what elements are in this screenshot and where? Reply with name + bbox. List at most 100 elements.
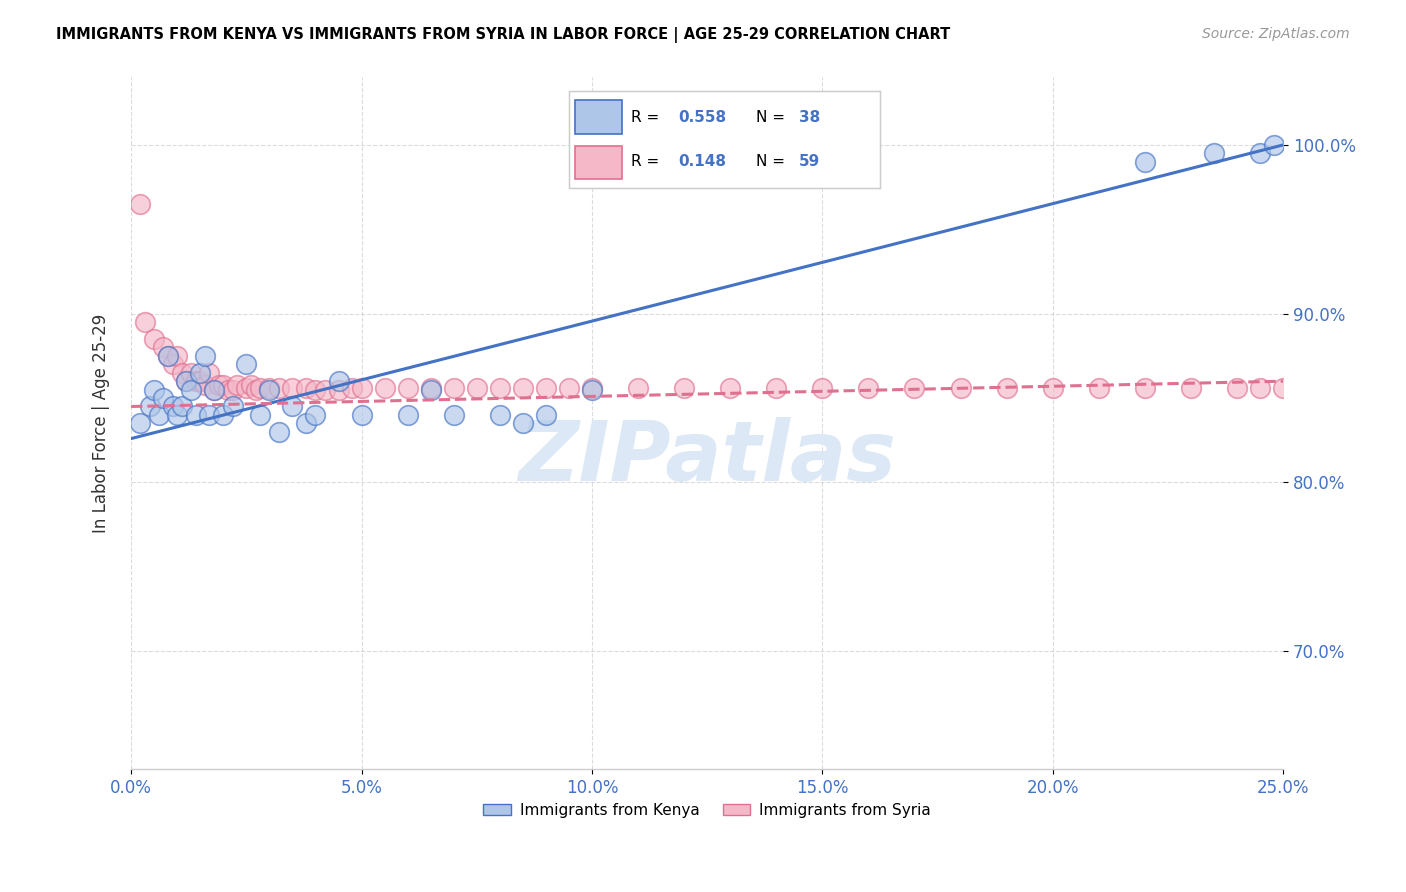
- Point: [202, 383, 225, 397]
- Point: [152, 341, 174, 355]
- Point: [488, 408, 510, 422]
- Point: [328, 374, 350, 388]
- Point: [249, 381, 271, 395]
- Point: [198, 366, 221, 380]
- Point: [198, 408, 221, 422]
- Point: [239, 377, 262, 392]
- Point: [1272, 381, 1295, 395]
- Point: [718, 381, 741, 395]
- Point: [465, 381, 488, 395]
- Legend: Immigrants from Kenya, Immigrants from Syria: Immigrants from Kenya, Immigrants from S…: [477, 797, 938, 824]
- Point: [176, 374, 198, 388]
- Point: [534, 408, 557, 422]
- Point: [157, 349, 180, 363]
- Point: [581, 383, 603, 397]
- Point: [419, 381, 441, 395]
- Point: [1133, 154, 1156, 169]
- Point: [170, 400, 193, 414]
- Point: [235, 357, 257, 371]
- Point: [488, 381, 510, 395]
- Point: [512, 417, 534, 431]
- Point: [208, 377, 231, 392]
- Point: [143, 332, 166, 346]
- Text: IMMIGRANTS FROM KENYA VS IMMIGRANTS FROM SYRIA IN LABOR FORCE | AGE 25-29 CORREL: IMMIGRANTS FROM KENYA VS IMMIGRANTS FROM…: [56, 27, 950, 43]
- Point: [396, 408, 419, 422]
- Point: [259, 381, 281, 395]
- Text: Source: ZipAtlas.com: Source: ZipAtlas.com: [1202, 27, 1350, 41]
- Point: [267, 425, 290, 439]
- Point: [166, 349, 188, 363]
- Point: [184, 408, 207, 422]
- Point: [673, 381, 696, 395]
- Point: [162, 357, 184, 371]
- Point: [949, 381, 972, 395]
- Y-axis label: In Labor Force | Age 25-29: In Labor Force | Age 25-29: [93, 314, 110, 533]
- Point: [259, 383, 281, 397]
- Point: [245, 383, 267, 397]
- Point: [166, 408, 188, 422]
- Point: [180, 366, 202, 380]
- Point: [443, 381, 465, 395]
- Point: [995, 381, 1018, 395]
- Point: [903, 381, 925, 395]
- Point: [1226, 381, 1249, 395]
- Point: [134, 315, 156, 329]
- Point: [581, 381, 603, 395]
- Point: [249, 408, 271, 422]
- Point: [419, 383, 441, 397]
- Point: [281, 381, 304, 395]
- Point: [1042, 381, 1064, 395]
- Point: [212, 377, 235, 392]
- Point: [350, 381, 373, 395]
- Point: [221, 400, 243, 414]
- Point: [188, 366, 211, 380]
- Point: [281, 400, 304, 414]
- Point: [295, 417, 318, 431]
- Point: [1133, 381, 1156, 395]
- Point: [212, 408, 235, 422]
- Point: [226, 377, 249, 392]
- Point: [162, 400, 184, 414]
- Point: [811, 381, 834, 395]
- Point: [1263, 137, 1285, 152]
- Point: [396, 381, 419, 395]
- Point: [342, 381, 364, 395]
- Point: [152, 391, 174, 405]
- Point: [295, 381, 318, 395]
- Point: [858, 381, 880, 395]
- Text: ZIPatlas: ZIPatlas: [519, 417, 896, 499]
- Point: [443, 408, 465, 422]
- Point: [304, 383, 326, 397]
- Point: [157, 349, 180, 363]
- Point: [188, 374, 211, 388]
- Point: [267, 381, 290, 395]
- Point: [328, 383, 350, 397]
- Point: [1249, 146, 1271, 161]
- Point: [194, 349, 217, 363]
- Point: [304, 408, 326, 422]
- Point: [765, 381, 787, 395]
- Point: [217, 383, 239, 397]
- Point: [374, 381, 396, 395]
- Point: [512, 381, 534, 395]
- Point: [180, 383, 202, 397]
- Point: [558, 381, 581, 395]
- Point: [235, 381, 257, 395]
- Point: [170, 366, 193, 380]
- Point: [138, 400, 160, 414]
- Point: [1180, 381, 1202, 395]
- Point: [627, 381, 650, 395]
- Point: [148, 408, 170, 422]
- Point: [314, 383, 336, 397]
- Point: [202, 383, 225, 397]
- Point: [1249, 381, 1271, 395]
- Point: [129, 197, 152, 211]
- Point: [194, 377, 217, 392]
- Point: [143, 383, 166, 397]
- Point: [1202, 146, 1225, 161]
- Point: [534, 381, 557, 395]
- Point: [1088, 381, 1111, 395]
- Point: [350, 408, 373, 422]
- Point: [129, 417, 152, 431]
- Point: [184, 374, 207, 388]
